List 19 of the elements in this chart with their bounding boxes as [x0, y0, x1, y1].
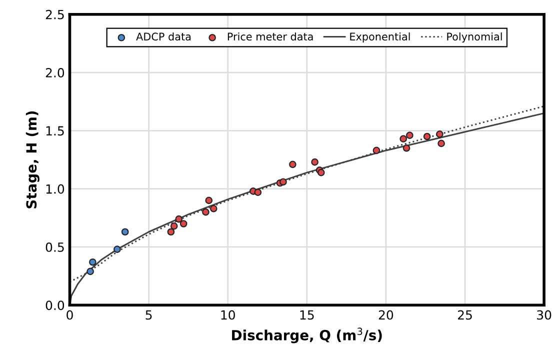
y-tick-label: 1.0 [46, 184, 64, 194]
y-axis-title: Stage, H (m) [26, 111, 40, 208]
x-tick-label: 10 [221, 310, 235, 320]
x-tick-label: 15 [300, 310, 314, 320]
x-tick-label: 20 [378, 310, 394, 320]
y-tick-label: 2.0 [46, 68, 64, 78]
x-tick-label: 25 [458, 310, 472, 320]
x-tick-label: 5 [146, 310, 152, 320]
x-axis-title: Discharge, Q (m$^{3}$/s) [232, 328, 382, 344]
y-tick-label: 0.5 [46, 242, 64, 252]
legend-label: Price meter data [228, 32, 313, 41]
y-tick-label: 1.5 [46, 126, 64, 136]
x-tick-label: 0 [66, 310, 73, 320]
legend-label: Polynomial [447, 32, 502, 43]
legend-label: Exponential [350, 32, 410, 43]
y-tick-label: 0.0 [46, 300, 64, 310]
x-tick-label: 30 [537, 310, 552, 320]
legend-label: ADCP data [136, 32, 191, 41]
y-tick-label: 2.5 [46, 10, 64, 20]
